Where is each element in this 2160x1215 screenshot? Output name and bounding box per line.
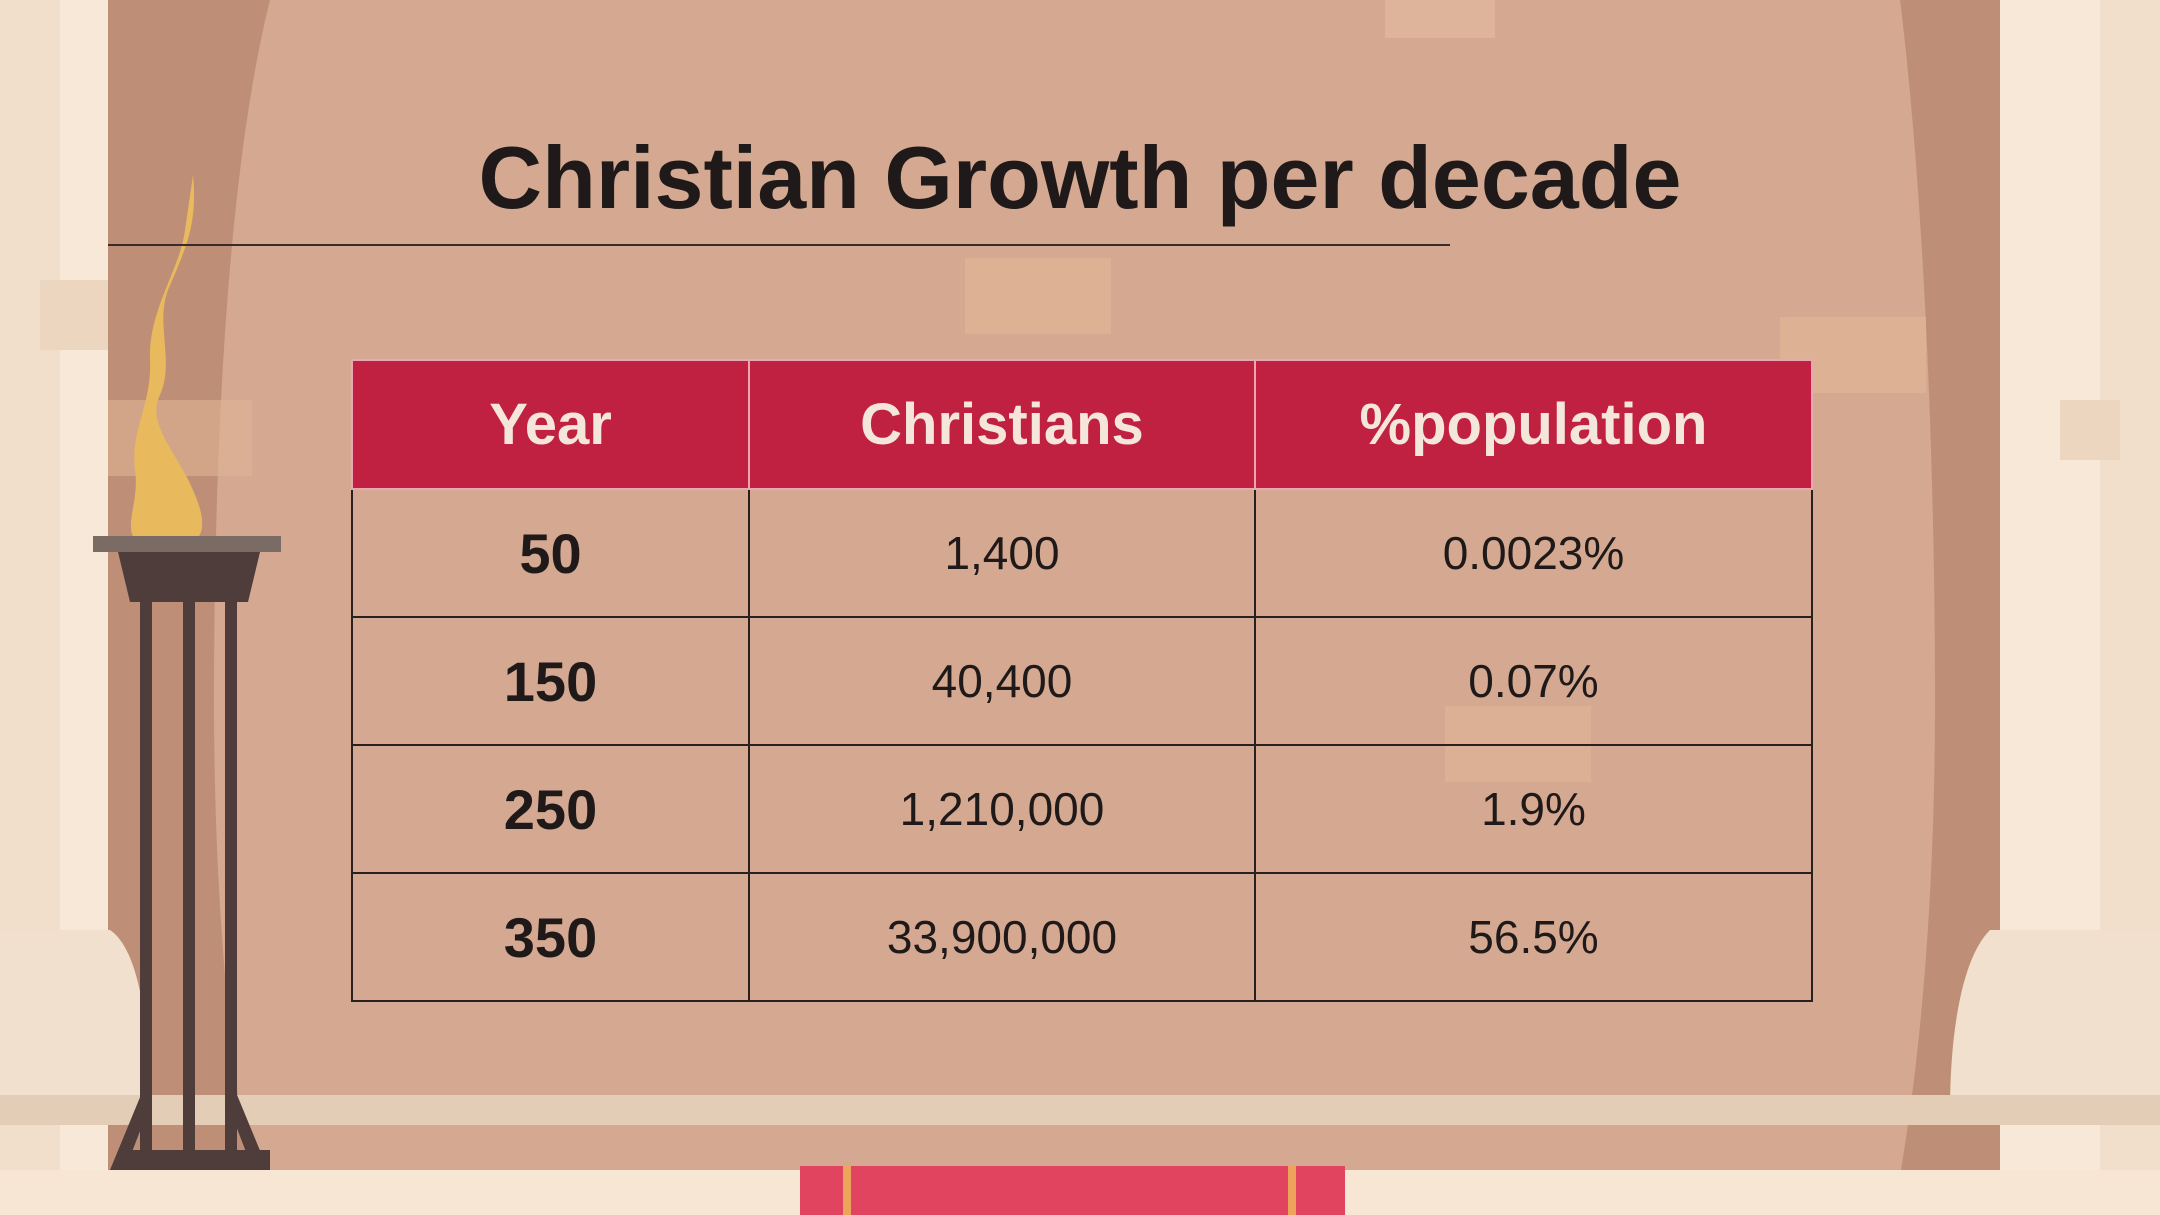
cell-year: 150 bbox=[351, 616, 750, 746]
cell-year: 50 bbox=[351, 488, 750, 618]
cell-year: 350 bbox=[351, 872, 750, 1002]
left-wall-block bbox=[40, 280, 110, 350]
carpet-stripe bbox=[1288, 1166, 1296, 1215]
deco-block bbox=[965, 258, 1111, 334]
carpet-stripe bbox=[843, 1166, 851, 1215]
table-row: 150 40,400 0.07% bbox=[351, 616, 1813, 746]
cell-christians: 1,400 bbox=[748, 488, 1256, 618]
stand-leg bbox=[225, 600, 237, 1160]
table-header-row: Year Christians %population bbox=[351, 359, 1813, 490]
cell-christians: 1,210,000 bbox=[748, 744, 1256, 874]
header-year: Year bbox=[351, 359, 750, 490]
title-divider bbox=[108, 244, 1450, 246]
cell-percent: 56.5% bbox=[1254, 872, 1813, 1002]
flame-icon bbox=[130, 175, 203, 545]
cell-christians: 33,900,000 bbox=[748, 872, 1256, 1002]
brazier-rim bbox=[93, 536, 281, 552]
deco-block bbox=[108, 400, 252, 476]
cell-year: 250 bbox=[351, 744, 750, 874]
right-pedestal bbox=[1950, 930, 2160, 1110]
right-curtain bbox=[1900, 0, 2000, 1175]
header-christians: Christians bbox=[748, 359, 1256, 490]
header-population: %population bbox=[1254, 359, 1813, 490]
deco-block bbox=[1385, 0, 1495, 38]
stand-leg bbox=[140, 600, 152, 1160]
carpet bbox=[800, 1166, 1345, 1215]
table-row: 50 1,400 0.0023% bbox=[351, 488, 1813, 618]
brazier-bowl bbox=[118, 552, 260, 602]
growth-table: Year Christians %population 50 1,400 0.0… bbox=[351, 359, 1813, 1002]
left-pedestal bbox=[0, 930, 150, 1110]
cell-percent: 1.9% bbox=[1254, 744, 1813, 874]
floor-edge bbox=[0, 1095, 2160, 1125]
cell-christians: 40,400 bbox=[748, 616, 1256, 746]
stand-leg bbox=[183, 600, 195, 1160]
right-wall-block bbox=[2060, 400, 2120, 460]
table-row: 250 1,210,000 1.9% bbox=[351, 744, 1813, 874]
table-row: 350 33,900,000 56.5% bbox=[351, 872, 1813, 1002]
slide-title: Christian Growth per decade bbox=[478, 128, 1682, 227]
cell-percent: 0.0023% bbox=[1254, 488, 1813, 618]
cell-percent: 0.07% bbox=[1254, 616, 1813, 746]
stand-base bbox=[120, 1150, 270, 1170]
